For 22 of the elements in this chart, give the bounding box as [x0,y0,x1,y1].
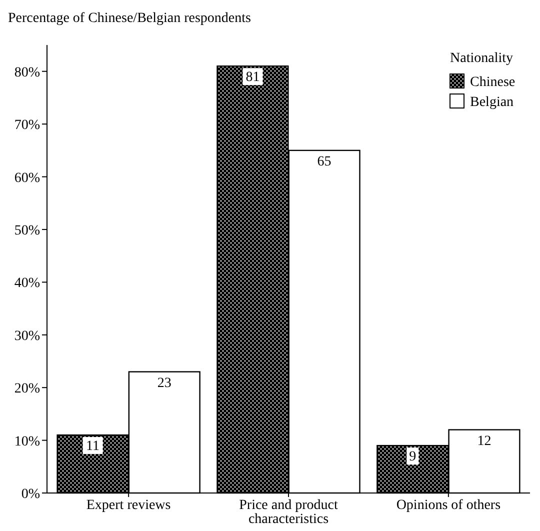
x-tick-label: Expert reviews [86,498,171,513]
y-tick-label: 50% [14,223,40,238]
x-tick-label: Price and product characteristics [239,498,338,527]
data-label: 81 [246,70,260,86]
y-tick-label: 0% [21,487,40,502]
data-label: 11 [86,439,100,454]
legend-title: Nationality [450,51,513,66]
y-tick-label: 30% [14,328,40,344]
x-tick-label: Opinions of others [396,498,501,513]
y-tick-label: 80% [14,65,40,80]
y-tick-label: 40% [14,276,40,292]
y-tick-label: 10% [14,434,40,450]
legend-label: Chinese [470,75,516,90]
y-tick-label: 60% [14,170,40,186]
data-label: 12 [477,434,492,449]
data-label: 23 [157,376,172,391]
data-label: 9 [409,450,416,465]
y-tick-label: 20% [14,382,40,397]
data-label: 65 [317,154,332,170]
legend-label: Belgian [470,95,514,110]
y-tick-label: 70% [14,118,40,134]
y-axis-title: Percentage of Chinese/Belgian respondents [8,11,251,26]
